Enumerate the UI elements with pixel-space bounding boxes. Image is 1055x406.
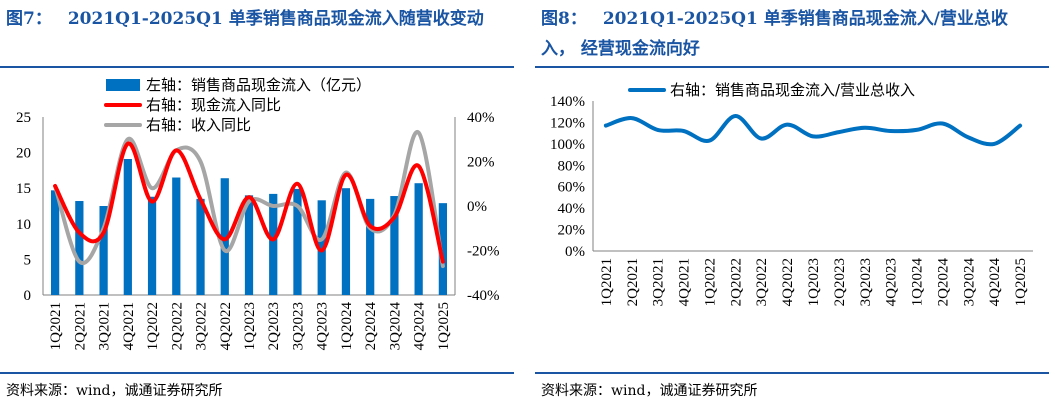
x-tick-label: 3Q2021 xyxy=(97,302,113,350)
x-tick-label: 4Q2022 xyxy=(780,258,796,306)
right-chart: 0% 20% 40% 60% 80% 100% 120% 140% 1Q2021 2Q2021 3Q… xyxy=(550,81,1033,307)
x-tick-label: 3Q2024 xyxy=(387,302,403,351)
cash-inflow-bar xyxy=(99,206,108,295)
x-tick-label: 1Q2024 xyxy=(910,258,926,307)
x-tick-label: 1Q2023 xyxy=(806,258,822,306)
cash-inflow-bar xyxy=(50,190,60,295)
x-tick-label: 2Q2022 xyxy=(169,302,185,350)
right-y-tick-label: 0% xyxy=(467,199,487,215)
y-tick-label: 140% xyxy=(550,94,585,110)
x-tick-label: 1Q2021 xyxy=(599,258,615,306)
x-tick-label: 4Q2024 xyxy=(412,302,428,351)
x-tick-label: 2Q2022 xyxy=(728,258,744,306)
legend-label: 右轴：收入同比 xyxy=(146,116,251,134)
x-tick-label: 1Q2025 xyxy=(1013,258,1029,306)
left-top-rule xyxy=(0,66,514,68)
y-tick-label: 80% xyxy=(558,158,586,174)
x-tick-label: 1Q2023 xyxy=(242,302,258,350)
x-tick-label: 2Q2021 xyxy=(625,258,641,306)
y-tick-label: 60% xyxy=(558,180,586,196)
x-tick-label: 2Q2024 xyxy=(935,258,951,307)
cash-inflow-bar xyxy=(414,183,423,295)
y-tick-label: 120% xyxy=(550,115,585,131)
left-chart: 0 5 10 15 20 25 -40% -20% 0% 20% 40% 1Q2021 2Q2021 3Q… xyxy=(16,76,500,351)
right-y-tick-label: -20% xyxy=(467,244,500,260)
legend-label: 右轴：现金流入同比 xyxy=(146,96,281,114)
cash-inflow-bar xyxy=(172,177,181,295)
cash-inflow-bar xyxy=(293,188,302,295)
legend-label: 右轴：销售商品现金流入/营业总收入 xyxy=(670,81,915,99)
y-tick-label: 20% xyxy=(558,223,586,239)
right-source: 资料来源：wind，诚通证券研究所 xyxy=(541,383,758,399)
x-tick-label: 2Q2021 xyxy=(72,302,88,350)
x-tick-label: 2Q2023 xyxy=(266,302,282,350)
right-figure-title-text: 2021Q1-2025Q1 单季销售商品现金流入/营业总收入， 经营现金流向好 xyxy=(541,9,1008,59)
right-y-tick-label: 40% xyxy=(467,110,495,126)
x-tick-label: 1Q2024 xyxy=(339,302,355,351)
cash-inflow-bar xyxy=(147,196,157,295)
legend-bar-swatch xyxy=(106,79,140,91)
cash-inflow-bar xyxy=(366,198,375,295)
x-tick-label: 1Q2025 xyxy=(436,302,452,350)
cash-inflow-bar xyxy=(390,196,399,295)
y-tick-label: 0% xyxy=(565,244,585,260)
left-y-tick-label: 5 xyxy=(24,252,32,268)
y-tick-label: 100% xyxy=(550,137,585,153)
cash-inflow-bar xyxy=(269,193,278,295)
left-y-tick-label: 25 xyxy=(16,110,31,126)
right-y-tick-label: -40% xyxy=(467,288,500,304)
left-bottom-rule xyxy=(0,372,514,374)
y-tick-label: 40% xyxy=(558,201,586,217)
x-tick-label: 4Q2021 xyxy=(677,258,693,306)
cash-inflow-bar xyxy=(341,188,351,295)
x-tick-label: 4Q2023 xyxy=(884,258,900,306)
cash-inflow-bar xyxy=(438,203,448,295)
right-figure: 图8： 2021Q1-2025Q1 单季销售商品现金流入/营业总收入， 经营现金流… xyxy=(535,0,1055,406)
right-top-rule xyxy=(535,66,1049,68)
right-figure-title: 图8： 2021Q1-2025Q1 单季销售商品现金流入/营业总收入， 经营现金流… xyxy=(541,4,1041,64)
cash-inflow-bar xyxy=(123,159,132,295)
left-figure-label: 图7： xyxy=(6,9,52,29)
x-tick-label: 1Q2022 xyxy=(702,258,718,306)
x-tick-label: 1Q2021 xyxy=(48,302,64,350)
right-y-tick-label: 20% xyxy=(467,155,495,171)
left-source: 资料来源：wind，诚通证券研究所 xyxy=(6,383,223,399)
x-tick-label: 4Q2022 xyxy=(218,302,234,350)
cash-inflow-yoy-line xyxy=(53,141,445,264)
cash-inflow-bar xyxy=(196,198,205,295)
left-y-tick-label: 10 xyxy=(16,217,31,233)
x-tick-label: 4Q2023 xyxy=(315,302,331,350)
left-y-tick-label: 20 xyxy=(16,146,31,162)
x-tick-label: 3Q2022 xyxy=(754,258,770,306)
right-figure-label: 图8： xyxy=(541,9,587,29)
cash-inflow-bar xyxy=(75,201,84,295)
left-figure: 图7： 2021Q1-2025Q1 单季销售商品现金流入随营收变动 0 5 10 15 2… xyxy=(0,0,520,406)
x-tick-label: 4Q2021 xyxy=(121,302,137,350)
x-tick-label: 3Q2022 xyxy=(194,302,210,350)
right-bottom-rule xyxy=(535,372,1049,374)
left-figure-title: 图7： 2021Q1-2025Q1 单季销售商品现金流入随营收变动 xyxy=(6,4,506,34)
ratio-line xyxy=(603,114,1023,147)
cash-inflow-bar xyxy=(244,195,254,295)
x-tick-label: 3Q2024 xyxy=(961,258,977,307)
cash-inflow-bar xyxy=(220,178,229,295)
left-figure-title-text: 2021Q1-2025Q1 单季销售商品现金流入随营收变动 xyxy=(67,9,484,29)
left-y-tick-label: 15 xyxy=(16,181,31,197)
x-tick-label: 1Q2022 xyxy=(145,302,161,350)
x-tick-label: 3Q2023 xyxy=(858,258,874,306)
x-tick-label: 3Q2023 xyxy=(290,302,306,350)
legend-label: 左轴：销售商品现金流入（亿元） xyxy=(146,76,371,94)
x-tick-label: 2Q2024 xyxy=(363,302,379,351)
x-tick-label: 2Q2023 xyxy=(832,258,848,306)
x-tick-label: 3Q2021 xyxy=(651,258,667,306)
x-tick-label: 4Q2024 xyxy=(987,258,1003,307)
cash-inflow-bar xyxy=(317,200,326,295)
left-y-tick-label: 0 xyxy=(24,288,32,304)
